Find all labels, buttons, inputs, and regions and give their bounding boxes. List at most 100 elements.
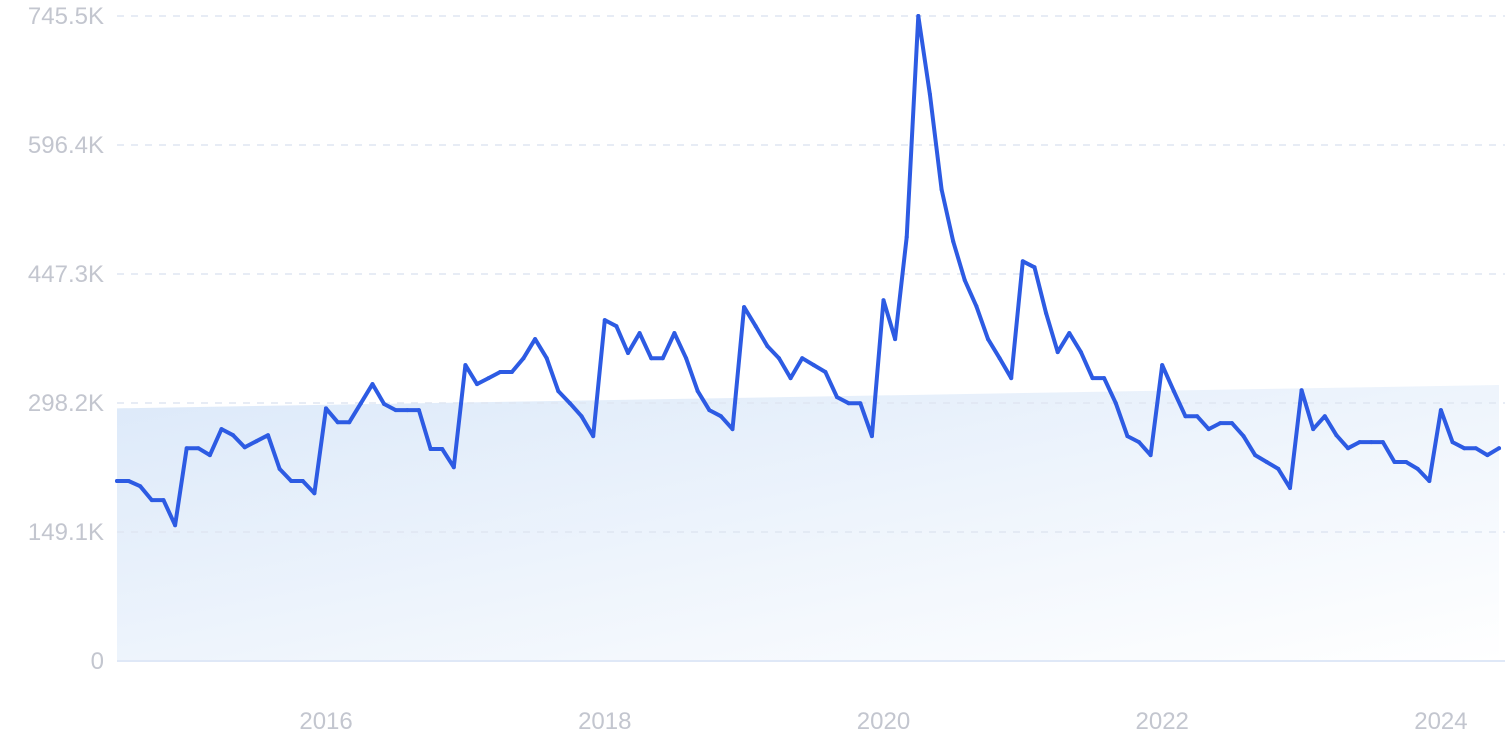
gridlines — [117, 15, 1505, 662]
data-point — [1357, 440, 1362, 445]
data-point — [1113, 401, 1118, 406]
data-point — [1044, 311, 1049, 316]
y-tick-label: 745.5K — [28, 3, 104, 30]
data-point — [173, 523, 178, 528]
data-point — [1102, 376, 1107, 381]
data-point — [602, 318, 607, 323]
data-point — [951, 239, 956, 244]
data-point — [730, 427, 735, 432]
data-point — [1299, 388, 1304, 393]
data-point — [219, 427, 224, 432]
data-point — [428, 447, 433, 451]
data-point — [800, 356, 805, 361]
data-point — [1450, 440, 1455, 445]
data-point — [904, 235, 909, 240]
data-point — [1171, 389, 1176, 394]
data-point — [788, 376, 793, 381]
data-point — [1206, 427, 1211, 432]
data-point — [916, 14, 921, 18]
data-point — [416, 408, 421, 413]
x-tick-label: 2024 — [1414, 708, 1467, 735]
data-point — [1369, 440, 1374, 445]
data-point — [1148, 453, 1153, 458]
data-point — [358, 401, 363, 406]
data-point — [1160, 363, 1165, 368]
data-point — [324, 406, 328, 411]
data-point — [405, 408, 410, 413]
data-point — [1276, 466, 1281, 471]
trend-band — [117, 385, 1499, 661]
data-point — [579, 414, 584, 419]
data-point — [753, 324, 758, 329]
data-point — [1322, 414, 1327, 419]
data-point — [475, 382, 479, 387]
y-tick-label: 596.4K — [28, 132, 104, 159]
data-point — [1125, 434, 1130, 439]
data-point — [660, 356, 665, 361]
data-point — [858, 401, 863, 406]
data-point — [927, 92, 932, 97]
data-point — [718, 414, 723, 419]
data-point — [451, 465, 456, 470]
data-point — [1380, 440, 1385, 445]
y-tick-label: 447.3K — [28, 261, 104, 288]
data-point — [637, 331, 642, 336]
data-point — [881, 298, 886, 303]
data-point — [1067, 331, 1072, 336]
data-point — [196, 446, 201, 451]
data-point — [1497, 446, 1501, 451]
series-layer — [115, 14, 1501, 528]
data-point — [1055, 350, 1060, 355]
trend-band-layer — [117, 385, 1499, 661]
data-point — [254, 439, 259, 444]
x-tick-label: 2016 — [299, 708, 352, 735]
data-point — [695, 389, 700, 394]
data-point — [556, 389, 561, 394]
data-point — [1427, 479, 1432, 483]
data-point — [777, 356, 781, 361]
data-point — [1020, 259, 1025, 264]
data-point — [1009, 376, 1014, 381]
data-point — [846, 401, 851, 406]
data-point — [707, 408, 712, 413]
data-point — [811, 363, 816, 368]
data-point — [115, 479, 119, 483]
data-point — [207, 453, 212, 458]
data-point — [370, 382, 375, 387]
data-point — [1288, 486, 1292, 490]
data-point — [1311, 427, 1316, 432]
data-point — [1241, 434, 1246, 439]
data-point — [1183, 414, 1188, 419]
data-point — [289, 479, 294, 483]
data-point — [521, 356, 526, 361]
data-point — [312, 491, 317, 496]
data-point — [614, 324, 619, 329]
data-point — [1404, 460, 1409, 464]
data-point — [184, 446, 189, 451]
y-tick-label: 149.1K — [28, 519, 104, 546]
data-point — [1346, 446, 1350, 451]
data-point — [393, 408, 398, 413]
data-point — [335, 420, 340, 425]
data-point — [939, 187, 944, 192]
data-point — [626, 351, 630, 355]
data-point — [498, 370, 503, 374]
data-point — [126, 479, 131, 483]
data-point — [1392, 460, 1397, 464]
data-point — [962, 278, 967, 283]
data-point — [1195, 414, 1200, 419]
data-point — [463, 363, 468, 368]
y-axis: 0 149.1K 298.2K 447.3K 596.4K 745.5K — [28, 3, 104, 675]
data-point — [835, 395, 839, 400]
data-point — [591, 434, 596, 439]
data-point — [684, 356, 689, 361]
y-tick-label: 0 — [91, 648, 104, 675]
x-axis: 2016 2018 2020 2022 2024 — [299, 708, 1467, 735]
data-point — [672, 331, 677, 336]
data-point — [440, 447, 445, 451]
data-point — [382, 402, 387, 406]
data-point — [1438, 408, 1443, 413]
data-point — [161, 498, 166, 503]
data-point — [1218, 421, 1223, 426]
data-point — [823, 370, 828, 374]
